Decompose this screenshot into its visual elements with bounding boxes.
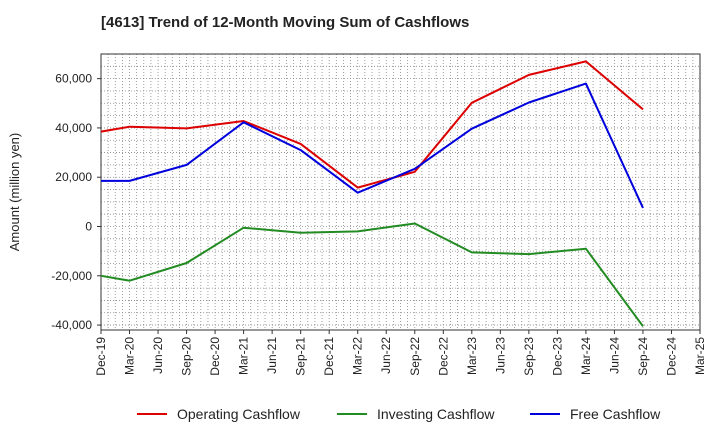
y-tick-label: -40,000: [51, 318, 92, 332]
y-tick-label: 60,000: [55, 72, 92, 86]
x-tick-label: Dec-19: [94, 337, 108, 376]
series-lines: [100, 60, 644, 327]
x-tick-label: Mar-25: [693, 337, 707, 375]
legend-label-operating-cashflow: Operating Cashflow: [177, 406, 301, 422]
x-tick-label: Jun-22: [379, 337, 393, 374]
x-tick-label: Mar-24: [579, 337, 593, 375]
y-tick-label: 40,000: [55, 121, 92, 135]
series-line-free-cashflow: [101, 82, 644, 209]
x-tick-label: Jun-23: [493, 337, 507, 374]
y-axis-ticks: -40,000 -20,000 0 20,000 40,000 60,000: [51, 72, 101, 332]
legend-label-investing-cashflow: Investing Cashflow: [377, 406, 495, 422]
x-axis-ticks: Dec-19 Mar-20 Jun-20 Sep-20 Dec-20 Mar-21 Jun-…: [94, 330, 707, 376]
x-tick-label: Mar-20: [123, 337, 137, 375]
x-tick-label: Dec-21: [322, 337, 336, 376]
x-tick-label: Mar-22: [351, 337, 365, 375]
grid-lines: [101, 54, 700, 330]
x-tick-label: Sep-23: [522, 337, 536, 376]
x-tick-label: Sep-20: [180, 337, 194, 376]
y-tick-label: 0: [85, 220, 92, 234]
y-axis-title: Amount (million yen): [7, 133, 22, 252]
x-tick-label: Dec-24: [664, 337, 678, 376]
plot-frame: [100, 53, 701, 331]
y-tick-label: -20,000: [51, 269, 92, 283]
x-tick-label: Jun-20: [151, 337, 165, 374]
x-tick-label: Mar-21: [237, 337, 251, 375]
chart-title: [4613] Trend of 12-Month Moving Sum of C…: [101, 14, 470, 31]
x-tick-label: Dec-22: [436, 337, 450, 376]
legend-label-free-cashflow: Free Cashflow: [570, 406, 661, 422]
x-tick-label: Dec-23: [550, 337, 564, 376]
y-tick-label: 20,000: [55, 170, 92, 184]
x-tick-label: Sep-21: [294, 337, 308, 376]
x-tick-label: Sep-24: [636, 337, 650, 376]
x-tick-label: Sep-22: [408, 337, 422, 376]
legend: Operating Cashflow Investing Cashflow Free…: [137, 406, 661, 422]
x-tick-label: Jun-21: [265, 337, 279, 374]
x-tick-label: Jun-24: [607, 337, 621, 374]
x-tick-label: Dec-20: [208, 337, 222, 376]
x-tick-label: Mar-23: [465, 337, 479, 375]
series-line-investing-cashflow: [100, 222, 644, 327]
series-line-operating-cashflow: [100, 60, 644, 189]
